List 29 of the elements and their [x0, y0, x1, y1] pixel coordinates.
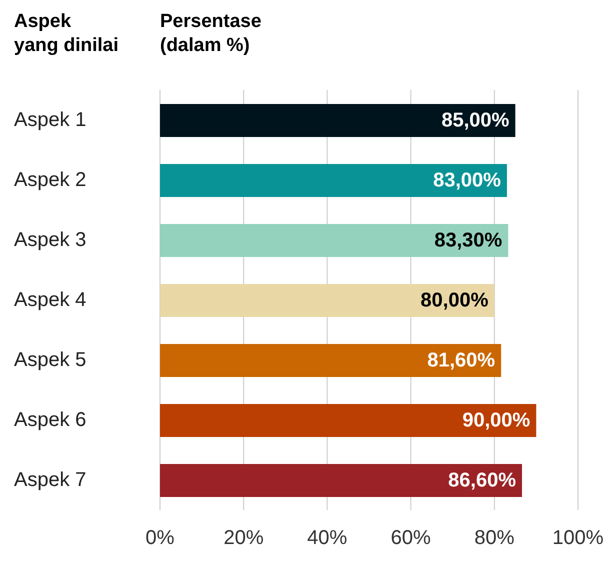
bar [160, 224, 508, 257]
data-label: 90,00% [462, 410, 530, 432]
x-tick-label: 20% [224, 527, 264, 550]
data-label: 83,30% [434, 230, 502, 252]
y-tick-label: Aspek 4 [14, 289, 86, 311]
x-axis-title: Persentase (dalam %) [160, 10, 262, 58]
y-axis-title: Aspek yang dinilai [14, 10, 119, 58]
data-label: 81,60% [427, 350, 496, 372]
y-tick-label: Aspek 6 [14, 409, 86, 431]
bar [160, 104, 516, 137]
data-label: 83,00% [433, 170, 502, 192]
y-tick-label: Aspek 3 [14, 229, 86, 251]
data-label: 85,00% [441, 110, 510, 132]
x-tick-label: 80% [474, 527, 515, 550]
y-tick-label: Aspek 2 [14, 169, 86, 191]
bar [160, 344, 502, 377]
y-tick-label: Aspek 1 [14, 109, 86, 131]
bar [160, 284, 494, 317]
data-label: 80,00% [420, 290, 489, 312]
bar [160, 164, 507, 197]
x-tick-label: 0% [146, 527, 175, 550]
x-tick-label: 100% [552, 527, 604, 550]
x-tick-label: 40% [307, 527, 348, 550]
x-tick-label: 60% [390, 527, 432, 550]
bar [160, 404, 536, 437]
y-tick-label: Aspek 5 [14, 349, 86, 371]
y-tick-label: Aspek 7 [14, 469, 86, 491]
bar [160, 464, 522, 497]
data-label: 86,60% [448, 470, 516, 492]
